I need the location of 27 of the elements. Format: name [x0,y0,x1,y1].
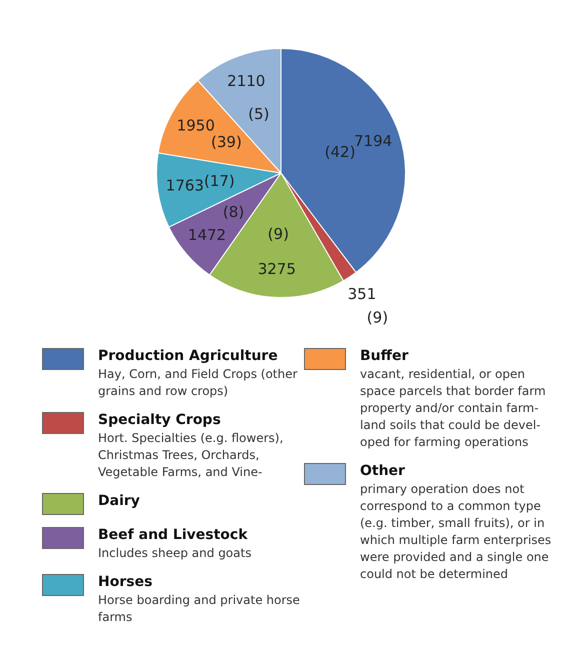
legend-label: Horses [98,574,154,590]
text: primary operation does not correspond to a common type (e.g. timber, small fruits), or in which multiple farm enterprises were provided and a single one could not be determined [360,482,552,581]
text: Hort. Specialties (e.g. flowers), Christmas Trees, Orchards, Vegetable Farms, and Vine- [98,431,284,479]
text: (17) [204,172,235,190]
legend-label: Dairy [98,493,140,509]
data-label: 1763 [166,176,204,195]
legend-label: Buffer [360,348,410,364]
text: (5) [248,104,270,123]
data-label: 2110 [227,72,266,90]
text: (9) [268,225,289,244]
text: (9) [366,308,388,326]
text: Horse boarding and private horse farms [98,593,300,624]
legend-label: Other [360,463,406,479]
text: Hay, Corn, and Field Crops (other grains and row crops) [98,367,298,398]
data-label: 1950 [176,116,215,134]
data-label: 351 [348,284,376,303]
text: (8) [222,203,244,222]
legend-label: Specialty Crops [98,412,222,428]
legend-label: Production Agriculture [98,348,279,364]
data-label: 7194 [354,132,392,150]
text: (39) [210,133,242,152]
data-label: 1472 [188,226,226,244]
text: Includes sheep and goats [98,546,252,560]
data-label: 3275 [258,260,296,278]
legend-label: Beef and Livestock [98,527,249,543]
text: (42) [324,143,356,162]
text: vacant, residential, or open space parcels that border farm property and/or contain farm-land soils that could be devel-oped for farming operations [360,367,546,449]
